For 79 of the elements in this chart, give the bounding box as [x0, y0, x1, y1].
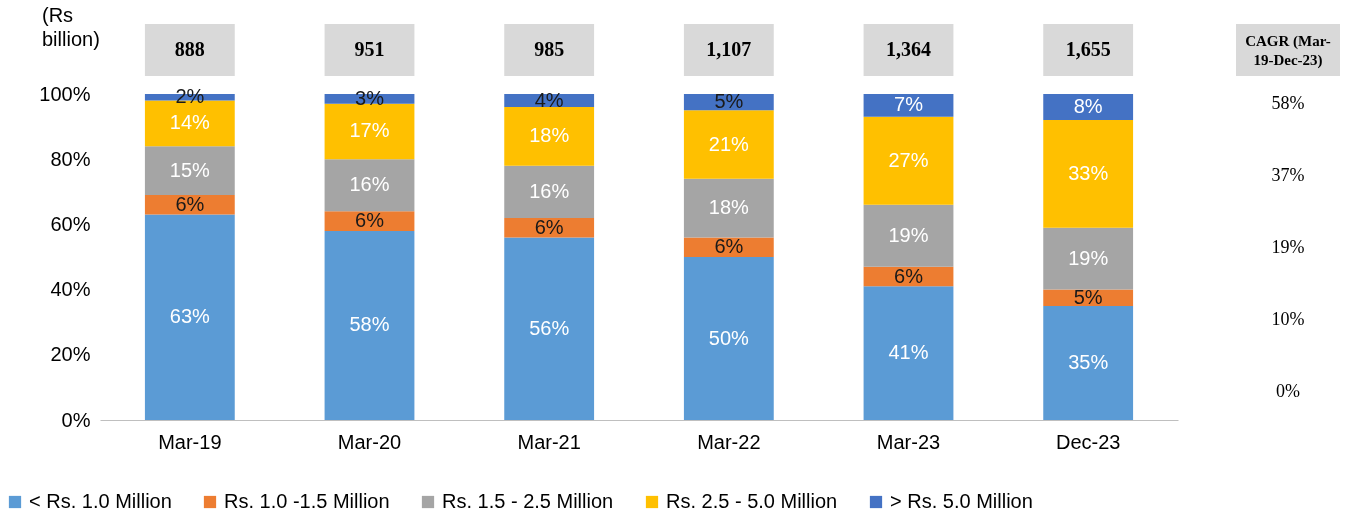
text: 33% [1068, 161, 1109, 184]
text: 27% [888, 148, 929, 171]
y-tick-label: 80% [50, 147, 91, 170]
x-tick-label: Dec-23 [1055, 430, 1121, 453]
legend-label: Rs. 2.5 - 5.0 Million [666, 490, 838, 512]
text: 1,107 [706, 38, 752, 60]
text: 56% [529, 316, 570, 339]
text: 15% [169, 158, 210, 181]
text: (Rs billion) [42, 4, 100, 50]
bar [863, 204, 954, 267]
legend-label: > Rs. 5.0 Million [890, 490, 1033, 512]
text: 19% [1271, 237, 1305, 257]
y-tick-label: 40% [50, 278, 91, 301]
bar [863, 94, 954, 117]
text: 14% [169, 111, 210, 134]
text: 4% [534, 88, 564, 111]
bar [504, 165, 595, 218]
text: 35% [1068, 350, 1109, 373]
text: 19% [888, 223, 929, 246]
bar [504, 237, 595, 420]
x-tick-label: Mar-22 [697, 430, 761, 453]
text: 888 [174, 38, 205, 60]
text: 16% [349, 173, 390, 196]
x-tick-label: Mar-21 [517, 430, 581, 453]
text: 58% [1271, 93, 1305, 113]
x-tick-label: Mar-23 [876, 430, 941, 453]
text: 10% [1271, 309, 1305, 329]
bar [683, 178, 774, 238]
text: 951 [354, 38, 385, 60]
text: 6% [714, 235, 744, 258]
text: 6% [175, 192, 205, 215]
text: 985 [534, 38, 565, 60]
bar [863, 286, 954, 420]
text: 37% [1271, 165, 1305, 185]
legend-label: Rs. 1.0 -1.5 Million [224, 490, 390, 512]
y-tick-label: 60% [50, 212, 91, 235]
bar [1043, 227, 1134, 290]
text: 7% [894, 93, 923, 116]
text: 18% [529, 124, 570, 147]
bar [324, 103, 415, 160]
text: 6% [534, 215, 564, 238]
text: 17% [349, 119, 390, 142]
text: 16% [529, 179, 570, 202]
bar [324, 230, 415, 420]
text: 6% [894, 264, 923, 287]
bar [1043, 94, 1134, 121]
bar [144, 146, 235, 196]
y-tick-label: 20% [50, 343, 91, 366]
text: 5% [1073, 285, 1103, 308]
bar [144, 195, 235, 215]
text: 5% [714, 90, 744, 113]
x-tick-label: Mar-20 [337, 430, 402, 453]
y-tick-label: 100% [39, 82, 91, 105]
text: 1,364 [886, 38, 931, 60]
text: 58% [349, 313, 390, 336]
text: 8% [1073, 95, 1103, 118]
text: 1,655 [1065, 38, 1111, 60]
bar [863, 116, 954, 205]
text: 18% [708, 196, 749, 219]
text: 19% [1068, 246, 1109, 269]
text: CAGR (Mar-19-Dec-23) [1245, 33, 1331, 69]
x-tick-label: Mar-19 [158, 430, 222, 453]
text: 50% [708, 326, 749, 349]
legend-label: Rs. 1.5 - 2.5 Million [442, 490, 614, 512]
y-tick-label: 0% [61, 408, 91, 431]
text: 63% [169, 305, 210, 328]
bar [683, 237, 774, 257]
text: 41% [888, 341, 929, 364]
bar [504, 107, 595, 166]
bar [683, 110, 774, 179]
bar [683, 257, 774, 420]
text: 6% [355, 209, 384, 232]
legend-label: < Rs. 1.0 Million [29, 490, 172, 512]
bar [324, 159, 415, 212]
bar [1043, 305, 1134, 420]
bar [1043, 120, 1134, 228]
text: 0% [1276, 381, 1300, 401]
text: 21% [708, 132, 749, 155]
bar [144, 214, 235, 420]
